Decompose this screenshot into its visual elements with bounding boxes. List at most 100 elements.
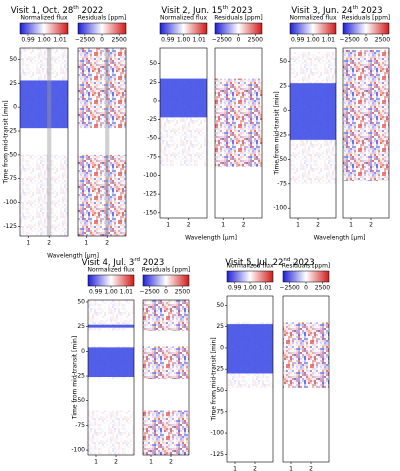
title-superscript: th (353, 5, 359, 11)
y-tick-label: -75 (277, 180, 287, 187)
observed-region (143, 300, 189, 331)
colorbar-tick-label: 1.00 (243, 285, 257, 292)
y-tick-label: -25 (75, 373, 85, 380)
colorbar-tick-label: 0.99 (21, 37, 35, 44)
colorbar-tick-label: 1.00 (37, 37, 51, 44)
y-tick-label: -125 (3, 223, 17, 230)
colorbar (77, 22, 127, 35)
colorbar (142, 274, 190, 287)
colorbar-tick-label: 0.99 (228, 285, 242, 292)
y-tick-label: -25 (147, 116, 157, 123)
x-tick-label: 2 (316, 222, 320, 229)
transit-region (88, 324, 134, 328)
y-tick-label: 0 (153, 97, 157, 104)
chart-title: Visit 1, Oct. 28th 2022 (11, 5, 104, 16)
colorbar (226, 270, 274, 283)
observed-region (343, 49, 389, 181)
colorbar-tick-label: 0.99 (161, 37, 175, 44)
observed-region (143, 410, 189, 455)
chart-title: Visit 3, Jun. 24th 2023 (291, 5, 382, 16)
x-tick-label: 2 (253, 466, 257, 471)
transit-region (20, 80, 68, 129)
axes-frame (226, 295, 274, 463)
x-axis-label: Wavelength [μm] (47, 253, 99, 260)
x-tick-label: 2 (309, 466, 313, 471)
colorbar-tick-label: 0 (237, 37, 241, 44)
y-tick-label: 0 (283, 107, 287, 114)
y-tick-label: -25 (277, 131, 287, 138)
colorbar-tick-label: 2500 (175, 289, 190, 296)
y-tick-label: -100 (71, 447, 85, 454)
colorbar-tick-label: 0.99 (291, 37, 305, 44)
colorbar-tick-label: −2500 (279, 285, 299, 292)
x-tick-label: 1 (289, 466, 293, 471)
x-axis-label: Wavelength [μm] (185, 235, 237, 242)
colorbar (19, 22, 69, 35)
y-tick-label: -75 (75, 422, 85, 429)
transit-region (88, 347, 134, 378)
x-tick-label: 1 (166, 222, 170, 229)
y-tick-label: 25 (279, 83, 287, 90)
colorbar-tick-label: 0 (100, 37, 104, 44)
title-part: Visit 3, Jun. 24 (291, 6, 352, 16)
y-axis-label: Time from mid-transit [min] (211, 337, 218, 421)
y-tick-label: -50 (7, 151, 17, 158)
colorbar-label: Normalized flux (226, 263, 274, 270)
x-tick-label: 1 (296, 222, 300, 229)
y-tick-label: 50 (9, 56, 17, 63)
colorbar-label: Normalized flux (289, 15, 337, 22)
x-tick-label: 1 (84, 240, 88, 247)
colorbar-label: Residuals [ppm] (142, 267, 191, 274)
observed-region (283, 322, 329, 388)
x-tick-label: 2 (105, 240, 109, 247)
y-tick-label: 0 (220, 344, 224, 351)
colorbar-tick-label: −2500 (139, 289, 159, 296)
y-tick-label: 25 (149, 79, 157, 86)
y-axis-label: Time from mid-transit [min] (3, 100, 10, 184)
y-tick-label: 25 (216, 323, 224, 330)
colorbar-label: Residuals [ppm] (78, 15, 127, 22)
y-tick-label: -25 (214, 366, 224, 373)
chart-title: Visit 5, Jul. 22nd 2023 (225, 257, 314, 268)
colorbar-label: Residuals [ppm] (342, 15, 391, 22)
y-tick-label: -50 (277, 156, 287, 163)
colorbar (87, 274, 135, 287)
y-tick-label: 50 (77, 298, 85, 305)
y-tick-label: 0 (81, 348, 85, 355)
title-part: Visit 5, Jul. 22 (225, 258, 283, 268)
x-tick-label: 1 (94, 459, 98, 466)
x-tick-label: 2 (47, 240, 51, 247)
y-tick-label: -75 (7, 175, 17, 182)
y-tick-label: 50 (279, 58, 287, 65)
colorbar-tick-label: −2500 (75, 37, 95, 44)
masked-band (47, 48, 52, 236)
y-tick-label: -100 (210, 430, 224, 437)
title-part: 2023 (140, 258, 164, 268)
title-part: 2023 (358, 6, 382, 16)
axes-frame (87, 299, 135, 456)
colorbar (342, 22, 390, 35)
observed-region (20, 154, 68, 236)
y-tick-label: -150 (143, 209, 157, 216)
axes-frame (142, 299, 190, 456)
x-tick-label: 2 (369, 222, 373, 229)
colorbar-tick-label: 1.00 (306, 37, 320, 44)
colorbar-label: Residuals [ppm] (282, 263, 331, 270)
colorbar-label: Residuals [ppm] (214, 15, 263, 22)
colorbar-label: Normalized flux (160, 15, 208, 22)
y-tick-label: -125 (143, 191, 157, 198)
colorbar-tick-label: 1.01 (53, 37, 67, 44)
y-tick-label: -75 (147, 153, 157, 160)
axes-frame (214, 47, 263, 219)
y-tick-label: 0 (13, 104, 17, 111)
y-tick-label: -100 (143, 172, 157, 179)
observed-region (143, 346, 189, 379)
y-tick-label: 25 (9, 80, 17, 87)
x-tick-label: 2 (169, 459, 173, 466)
chart-title: Visit 2, Jun. 15th 2023 (161, 5, 252, 16)
title-superscript: rd (134, 257, 140, 263)
x-tick-label: 2 (114, 459, 118, 466)
title-part: 2023 (290, 258, 314, 268)
transit-region (290, 83, 336, 140)
